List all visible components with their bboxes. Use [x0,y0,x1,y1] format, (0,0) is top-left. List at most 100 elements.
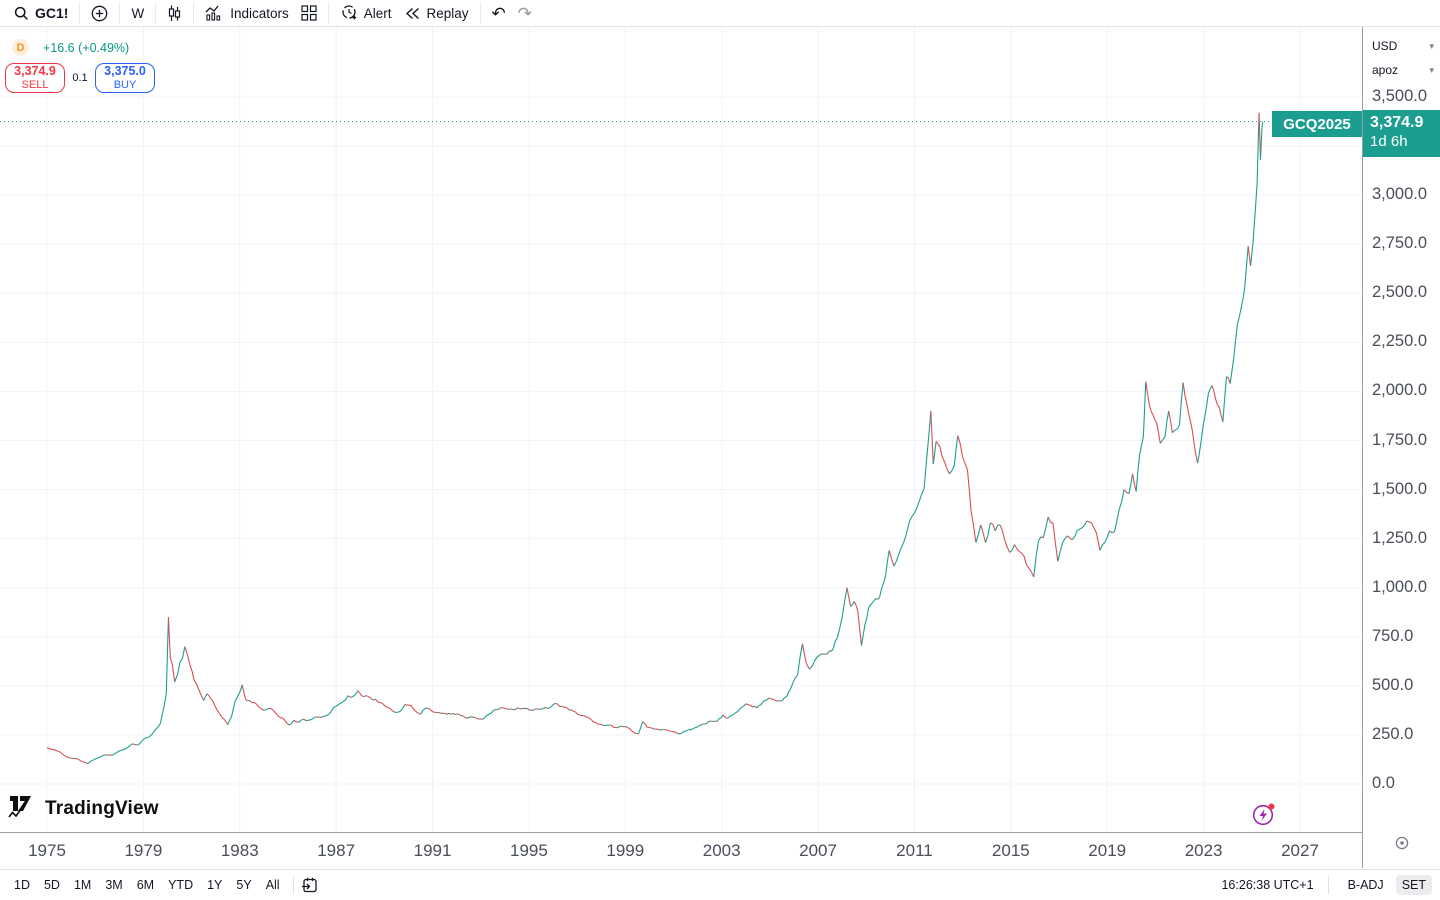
undo-button[interactable]: ↶ [486,0,512,27]
redo-button[interactable]: ↷ [512,0,538,27]
quick-actions-button[interactable] [1251,801,1277,827]
chevron-down-icon: ▾ [1429,40,1434,51]
price-series-segment [692,727,696,730]
buy-button[interactable]: 3,375.0 BUY [95,63,155,93]
session-settings-button[interactable]: SET [1395,875,1432,895]
price-series-segment [389,708,394,712]
toolbar-separator [479,2,481,24]
alert-clock-icon [340,4,358,22]
range-button-1y[interactable]: 1Y [207,878,223,892]
price-series-segment [1145,381,1149,395]
price-series-segment [111,753,115,756]
tradingview-logo-text: TradingView [45,797,159,819]
price-series-segment [363,695,367,698]
price-series-segment [939,446,943,457]
price-scale-column[interactable]: USD ▾ apoz ▾ 0.0 250.0 500.0 750.0 1,000.0 1,… [1362,27,1440,868]
price-series-segment [731,713,734,716]
price-series-segment [321,715,325,718]
price-series-segment [1009,549,1013,553]
scale-settings-icon[interactable] [1394,835,1410,856]
clock-timezone-button[interactable]: 16:26:38 UTC+1 [1221,878,1314,892]
price-series-segment [490,710,494,714]
price-series-segment [680,731,684,735]
price-series-segment [644,723,648,728]
chart-legend-row: D +16.6 (+0.49%) [12,39,129,56]
price-series-segment [1247,246,1252,266]
y-tick-label: 1,000.0 [1372,577,1428,596]
x-tick-label: 1987 [317,841,356,860]
unit-label: apoz [1372,63,1399,77]
price-series-segment [935,441,939,445]
price-series-segment [975,534,979,543]
alert-label: Alert [363,5,392,21]
currency-dropdown[interactable]: USD ▾ [1372,39,1434,53]
tradingview-logo[interactable]: TradingView [8,793,159,824]
price-series-segment [1207,388,1211,394]
price-series-segment [987,522,991,536]
price-series-segment [1018,550,1023,554]
range-button-ytd[interactable]: YTD [168,878,194,892]
price-series-segment [885,561,888,577]
chart-canvas[interactable]: D +16.6 (+0.49%) 3,374.9 SELL 0.1 3,375.… [0,27,1362,832]
timeframe-button[interactable]: W [125,0,150,27]
range-button-1m[interactable]: 1M [73,878,92,892]
time-axis[interactable]: 1975 1979 1983 1987 1991 1995 1999 2003 2007 2011… [0,832,1440,869]
price-series-segment [1162,436,1166,441]
price-series-segment [1252,208,1256,243]
price-series-segment [270,708,274,711]
price-series-segment [523,707,526,710]
go-to-date-button[interactable] [301,877,318,893]
price-series-segment [850,604,853,607]
price-series-segment [716,718,720,722]
range-button-3m[interactable]: 3M [105,878,123,892]
price-series-segment [1102,542,1106,546]
compare-add-symbol-button[interactable] [85,0,114,27]
back-adjust-button[interactable]: B-ADJ [1347,878,1384,892]
y-tick-label: 3,000.0 [1372,185,1428,204]
price-series-segment [97,756,101,759]
price-series-segment [629,728,633,732]
layout-grid-button[interactable] [295,0,323,27]
calendar-arrow-icon [301,877,317,893]
price-series-segment [1169,420,1173,433]
price-series-segment [1095,532,1099,542]
range-button-5y[interactable]: 5Y [236,878,252,892]
price-series-segment [1168,410,1172,421]
price-series-segment [509,708,512,710]
price-series-segment [1218,407,1222,416]
price-series-segment [905,528,909,537]
indicators-button[interactable]: Indicators [199,0,295,27]
price-series-segment [980,524,984,534]
price-series-segment [799,643,803,658]
price-series-segment [223,718,227,722]
range-button-1d[interactable]: 1D [14,878,30,892]
price-series-segment [76,758,80,761]
interval-badge[interactable]: D [12,39,29,56]
alert-button[interactable]: Alert [334,0,398,27]
range-button-6m[interactable]: 6M [136,878,155,892]
range-button-5d[interactable]: 5D [43,878,60,892]
price-chart-svg[interactable] [0,27,1362,832]
symbol-name: GC1! [35,5,69,21]
sell-button[interactable]: 3,374.9 SELL [5,63,65,93]
price-series-segment [510,708,514,711]
x-tick-label: 2027 [1281,841,1319,860]
symbol-search-button[interactable]: GC1! [8,0,74,27]
range-button-all[interactable]: All [265,878,280,892]
price-series-segment [1054,543,1059,562]
price-series-segment [1156,422,1159,433]
price-series-segment [429,709,433,713]
price-series-segment [448,712,452,715]
price-series-segment [1088,521,1092,524]
price-series-segment [900,542,905,549]
unit-dropdown[interactable]: apoz ▾ [1372,63,1434,77]
replay-button[interactable]: Replay [398,0,475,27]
price-series-segment [959,443,964,458]
bar-countdown: 1d 6h [1370,133,1408,150]
x-tick-label: 2023 [1184,841,1223,860]
price-series-segment [1064,535,1068,539]
chart-style-button[interactable] [161,0,188,27]
price-series-segment [221,716,225,720]
price-series-segment [1215,399,1218,405]
price-series-segment [898,547,902,555]
